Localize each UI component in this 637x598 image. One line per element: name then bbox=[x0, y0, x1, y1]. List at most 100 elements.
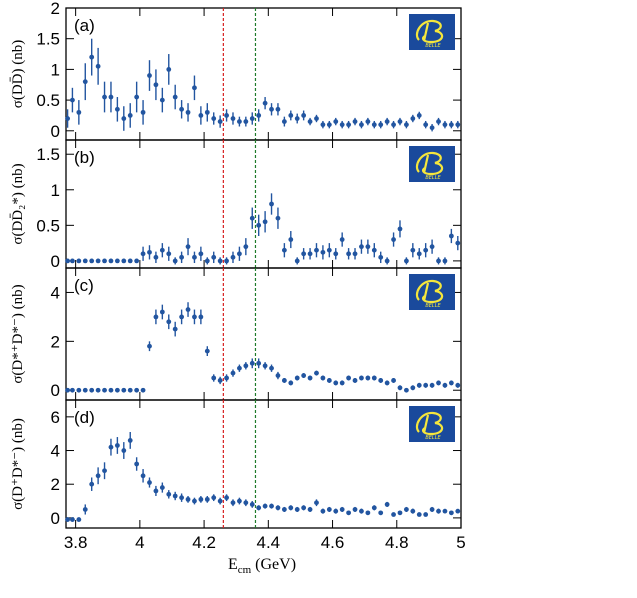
data-point bbox=[192, 254, 197, 260]
data-point bbox=[179, 495, 185, 501]
data-point bbox=[404, 122, 409, 128]
data-point bbox=[134, 387, 140, 393]
data-point bbox=[397, 510, 403, 516]
data-point bbox=[70, 258, 75, 264]
data-point bbox=[346, 251, 352, 257]
y-tick-label: 0 bbox=[51, 252, 60, 271]
data-point bbox=[339, 507, 345, 512]
data-point bbox=[179, 254, 185, 260]
data-point bbox=[256, 505, 262, 511]
data-point bbox=[391, 512, 396, 517]
data-point bbox=[185, 307, 191, 312]
data-point bbox=[371, 375, 377, 381]
data-point bbox=[70, 387, 75, 393]
data-point bbox=[204, 348, 210, 354]
data-point bbox=[166, 319, 172, 325]
data-point bbox=[455, 122, 461, 128]
panel-2: 0 2 4 (c) σ(D*⁺D*⁻) (nb) BELLE bbox=[10, 267, 462, 401]
data-point bbox=[102, 258, 107, 264]
data-point bbox=[275, 373, 281, 378]
data-point bbox=[455, 240, 461, 246]
data-point bbox=[307, 251, 313, 257]
data-point bbox=[275, 106, 281, 112]
data-point bbox=[346, 510, 352, 516]
x-tick-label: 4.6 bbox=[321, 533, 345, 552]
data-point bbox=[384, 119, 390, 124]
data-point bbox=[89, 258, 95, 264]
data-point bbox=[82, 79, 88, 85]
data-point bbox=[108, 444, 114, 450]
data-point bbox=[95, 387, 101, 393]
data-point bbox=[294, 375, 300, 381]
belle-logo-mark bbox=[415, 151, 444, 176]
data-point bbox=[134, 461, 140, 467]
data-point bbox=[185, 109, 191, 115]
panels-group: 0 0.5 1 1.5 2 (a) σ(DD̄) (nb) BELLE 0 0.5 1 1.5 (b) σ… bbox=[10, 0, 462, 529]
data-point bbox=[442, 508, 448, 514]
data-point bbox=[294, 258, 300, 264]
data-point bbox=[314, 500, 319, 506]
data-point bbox=[423, 122, 429, 128]
data-point bbox=[262, 100, 268, 106]
data-point bbox=[230, 116, 236, 121]
data-point bbox=[288, 380, 294, 386]
data-point bbox=[159, 97, 165, 103]
data-point bbox=[172, 493, 178, 499]
y-tick-label: 0.5 bbox=[36, 91, 60, 110]
data-point bbox=[320, 122, 326, 128]
data-point bbox=[217, 258, 223, 264]
data-point bbox=[384, 502, 390, 507]
x-tick-label: 4.2 bbox=[192, 533, 216, 552]
y-tick-label: 4 bbox=[51, 283, 60, 302]
data-point bbox=[243, 119, 249, 124]
y-axis-title: σ(D⁺D*⁻) (nb) bbox=[10, 418, 26, 510]
data-point bbox=[448, 510, 454, 516]
data-point bbox=[82, 507, 88, 512]
data-point bbox=[410, 508, 416, 514]
data-point bbox=[114, 387, 120, 393]
panel-tag: (a) bbox=[74, 16, 95, 35]
data-point bbox=[378, 378, 384, 383]
data-point bbox=[243, 500, 249, 506]
data-point bbox=[455, 508, 461, 514]
data-point bbox=[384, 380, 390, 386]
data-point bbox=[224, 258, 229, 264]
data-point bbox=[442, 122, 448, 128]
data-point bbox=[365, 375, 371, 381]
y-tick-label: 0 bbox=[51, 381, 60, 400]
data-point bbox=[147, 73, 152, 78]
data-point bbox=[95, 473, 101, 479]
data-point bbox=[326, 378, 332, 383]
data-point bbox=[256, 113, 262, 118]
data-point bbox=[436, 380, 441, 386]
data-point bbox=[172, 326, 178, 332]
y-tick-label: 6 bbox=[51, 408, 60, 427]
belle-logo: BELLE bbox=[409, 406, 455, 442]
data-point bbox=[217, 378, 223, 383]
data-point bbox=[346, 122, 352, 128]
data-point bbox=[65, 258, 71, 264]
panel-tag: (c) bbox=[74, 276, 94, 295]
data-point bbox=[384, 258, 390, 264]
data-point bbox=[134, 94, 140, 100]
data-point bbox=[166, 66, 172, 72]
data-point bbox=[326, 247, 332, 253]
data-point bbox=[320, 508, 326, 514]
data-point bbox=[314, 370, 319, 376]
x-axis-title-unit: (GeV) bbox=[251, 556, 296, 573]
data-point bbox=[147, 480, 152, 485]
data-point bbox=[365, 510, 371, 516]
data-point bbox=[281, 119, 287, 124]
data-point bbox=[153, 314, 159, 320]
data-point bbox=[365, 244, 371, 250]
x-tick-label: 4 bbox=[135, 533, 144, 552]
data-point bbox=[192, 314, 197, 320]
data-point bbox=[224, 495, 229, 501]
data-point bbox=[204, 496, 210, 502]
belle-logo-mark bbox=[415, 279, 444, 304]
data-point bbox=[326, 507, 332, 512]
data-point bbox=[108, 387, 114, 393]
data-point bbox=[192, 498, 197, 504]
data-point bbox=[237, 119, 242, 124]
